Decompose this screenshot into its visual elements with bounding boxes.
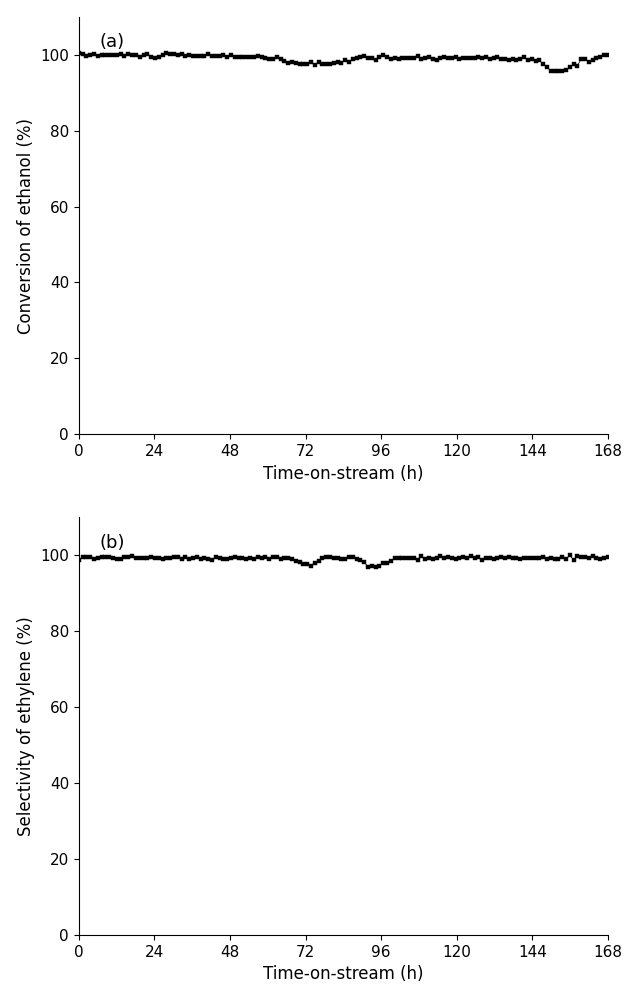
X-axis label: Time-on-stream (h): Time-on-stream (h) bbox=[263, 965, 424, 983]
Text: (b): (b) bbox=[100, 534, 125, 552]
X-axis label: Time-on-stream (h): Time-on-stream (h) bbox=[263, 465, 424, 483]
Text: (a): (a) bbox=[100, 33, 125, 51]
Y-axis label: Selectivity of ethylene (%): Selectivity of ethylene (%) bbox=[17, 616, 35, 836]
Y-axis label: Conversion of ethanol (%): Conversion of ethanol (%) bbox=[17, 118, 35, 334]
